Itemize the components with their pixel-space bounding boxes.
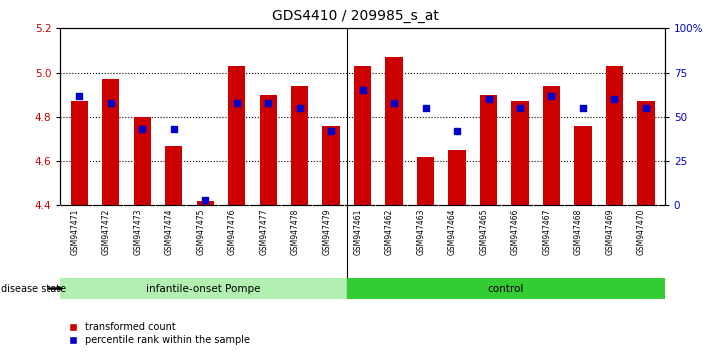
- Text: GSM947479: GSM947479: [322, 209, 331, 256]
- Point: [609, 96, 620, 102]
- Bar: [574, 126, 592, 205]
- Point: [420, 105, 432, 111]
- Bar: [606, 66, 623, 205]
- Point: [326, 128, 337, 134]
- Text: GSM947475: GSM947475: [196, 209, 205, 256]
- Text: GSM947473: GSM947473: [133, 209, 142, 256]
- Bar: [511, 101, 529, 205]
- Bar: [196, 201, 214, 205]
- Point: [294, 105, 305, 111]
- Bar: [291, 86, 309, 205]
- Text: GSM947470: GSM947470: [637, 209, 646, 256]
- Point: [105, 100, 117, 105]
- Text: GSM947478: GSM947478: [291, 209, 299, 255]
- Text: GSM947465: GSM947465: [479, 209, 488, 256]
- Text: infantile-onset Pompe: infantile-onset Pompe: [146, 284, 261, 293]
- Text: GSM947472: GSM947472: [102, 209, 111, 255]
- Bar: [449, 150, 466, 205]
- Point: [514, 105, 525, 111]
- Text: disease state: disease state: [1, 284, 67, 293]
- Legend: transformed count, percentile rank within the sample: transformed count, percentile rank withi…: [65, 319, 254, 349]
- Text: GSM947474: GSM947474: [165, 209, 173, 256]
- Point: [137, 126, 148, 132]
- Bar: [347, 278, 665, 299]
- Bar: [417, 156, 434, 205]
- Bar: [323, 126, 340, 205]
- Text: GSM947476: GSM947476: [228, 209, 237, 256]
- Point: [357, 87, 368, 93]
- Text: control: control: [488, 284, 524, 293]
- Text: GSM947469: GSM947469: [606, 209, 614, 256]
- Bar: [260, 95, 277, 205]
- Bar: [480, 95, 497, 205]
- Text: GSM947463: GSM947463: [417, 209, 426, 256]
- Bar: [354, 66, 371, 205]
- Bar: [134, 117, 151, 205]
- Point: [200, 197, 211, 203]
- Text: GSM947464: GSM947464: [448, 209, 457, 256]
- Point: [483, 96, 494, 102]
- Text: GSM947462: GSM947462: [385, 209, 394, 255]
- Point: [640, 105, 651, 111]
- Point: [451, 128, 463, 134]
- Point: [168, 126, 179, 132]
- Bar: [228, 66, 245, 205]
- Bar: [165, 145, 183, 205]
- Bar: [385, 57, 402, 205]
- Text: GSM947471: GSM947471: [70, 209, 80, 255]
- Point: [231, 100, 242, 105]
- Bar: [70, 101, 88, 205]
- Bar: [102, 79, 119, 205]
- Text: GSM947468: GSM947468: [574, 209, 583, 255]
- Bar: [60, 278, 347, 299]
- Text: GSM947466: GSM947466: [511, 209, 520, 256]
- Text: GDS4410 / 209985_s_at: GDS4410 / 209985_s_at: [272, 9, 439, 23]
- Text: GSM947467: GSM947467: [542, 209, 552, 256]
- Text: GSM947477: GSM947477: [260, 209, 268, 256]
- Bar: [542, 86, 560, 205]
- Point: [546, 93, 557, 98]
- Point: [577, 105, 589, 111]
- Point: [262, 100, 274, 105]
- Point: [388, 100, 400, 105]
- Bar: [637, 101, 655, 205]
- Point: [74, 93, 85, 98]
- Text: GSM947461: GSM947461: [353, 209, 363, 255]
